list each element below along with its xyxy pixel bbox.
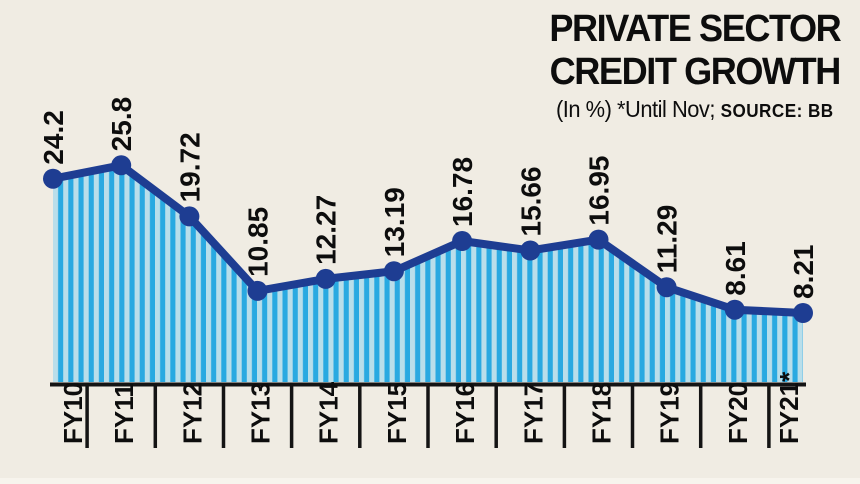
value-label: 24.2 bbox=[38, 110, 69, 165]
x-axis-label: FY13 bbox=[246, 382, 276, 444]
bottom-edge-strip bbox=[0, 478, 860, 484]
value-label: 12.27 bbox=[311, 195, 342, 265]
value-label: 10.85 bbox=[243, 207, 274, 277]
x-axis-label: FY19 bbox=[655, 382, 685, 444]
value-label: 13.19 bbox=[379, 187, 410, 257]
value-label: 25.8 bbox=[106, 97, 137, 152]
data-point-marker bbox=[656, 277, 677, 298]
chart-unit-note: (In %) *Until Nov; bbox=[555, 96, 715, 123]
x-axis-label: FY21* bbox=[774, 371, 804, 444]
value-label: 8.21 bbox=[788, 245, 819, 300]
x-axis-label: FY17 bbox=[518, 382, 548, 444]
data-point-marker bbox=[111, 155, 132, 176]
chart-title-line1: PRIVATE SECTOR bbox=[549, 8, 841, 50]
x-axis-label: FY10 bbox=[58, 382, 88, 444]
data-point-marker bbox=[588, 229, 609, 250]
x-axis-label: FY18 bbox=[587, 382, 617, 444]
x-axis-label: FY16 bbox=[450, 382, 480, 444]
value-label: 8.61 bbox=[720, 241, 751, 296]
chart-source-label: SOURCE: BB bbox=[720, 101, 834, 122]
x-axis-label: FY11 bbox=[109, 383, 139, 444]
x-axis-label: FY15 bbox=[382, 382, 412, 444]
value-label: 16.78 bbox=[447, 157, 478, 227]
x-axis-label: FY20 bbox=[723, 382, 753, 444]
value-label: 19.72 bbox=[174, 132, 205, 202]
x-axis-label: FY12 bbox=[177, 382, 207, 444]
trend-line bbox=[49, 161, 807, 317]
data-point-marker bbox=[383, 261, 404, 282]
chart-header: PRIVATE SECTOR CREDIT GROWTH (In %) *Unt… bbox=[549, 8, 841, 123]
data-point-marker bbox=[315, 268, 336, 289]
area-fill bbox=[53, 165, 803, 382]
value-label: 11.29 bbox=[652, 205, 683, 274]
data-point-marker bbox=[793, 303, 813, 323]
data-point-marker bbox=[724, 299, 745, 320]
value-label: 16.95 bbox=[584, 156, 615, 226]
data-point-marker bbox=[179, 206, 200, 227]
data-point-marker bbox=[452, 231, 473, 251]
x-axis-label: FY14 bbox=[314, 381, 344, 444]
data-point-marker bbox=[247, 280, 268, 301]
value-label: 15.66 bbox=[515, 166, 546, 236]
data-point-marker bbox=[43, 168, 63, 189]
data-point-marker bbox=[520, 240, 541, 261]
chart-title-line2: CREDIT GROWTH bbox=[549, 50, 841, 93]
chart-subtitle: (In %) *Until Nov; SOURCE: BB bbox=[549, 96, 840, 123]
